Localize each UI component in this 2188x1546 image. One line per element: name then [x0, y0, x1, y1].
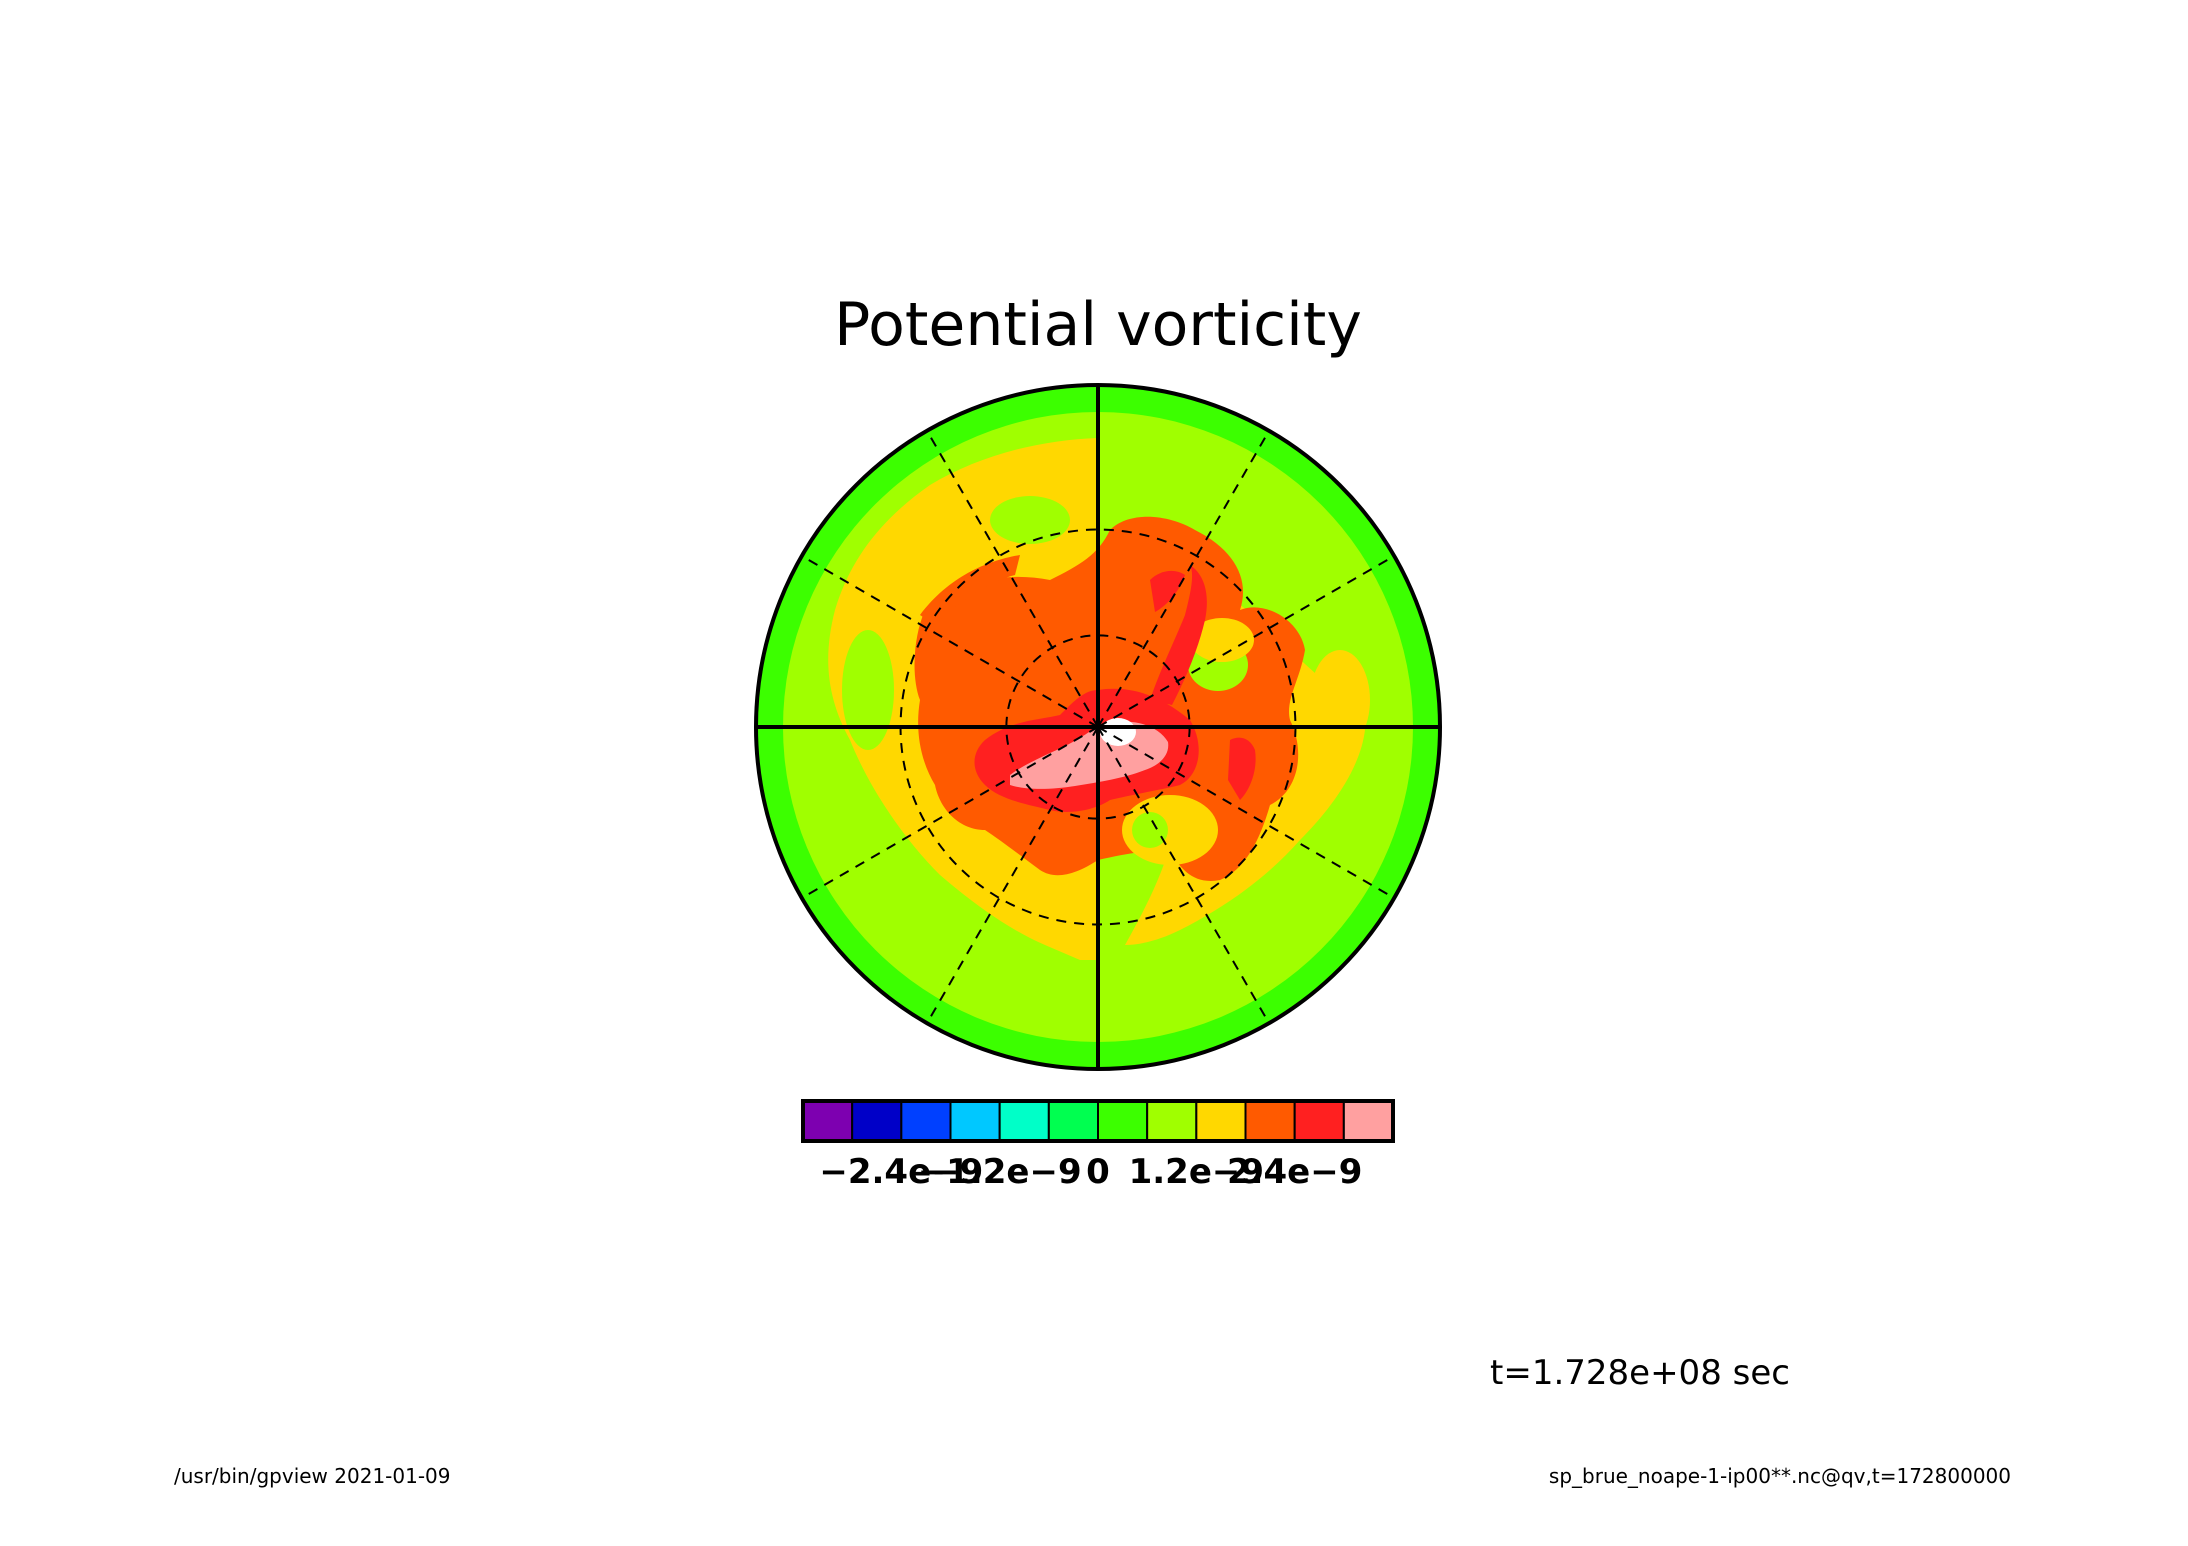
- pv-region-green-far-left: [842, 630, 894, 750]
- pv-region-orange-upper-arm: [1110, 520, 1210, 570]
- chart-title: Potential vorticity: [834, 290, 1362, 360]
- colorbar-ticks: −2.4e−9−1.2e−9 0 1.2e−92.4e−9: [819, 1152, 1362, 1192]
- colorbar-box-11: [1342, 1100, 1395, 1142]
- colorbar: [801, 1099, 1395, 1143]
- colorbar-frame: [801, 1099, 1395, 1143]
- footer-left: /usr/bin/gpview 2021-01-09: [174, 1464, 451, 1488]
- colorbar-box-9: [1244, 1100, 1296, 1142]
- footer-right: sp_brue_noape-1-ip00**.nc@qv,t=172800000: [1549, 1464, 2011, 1488]
- colorbar-box-0: [802, 1100, 854, 1142]
- meridian-dashed-240: [801, 726, 1099, 899]
- meridian-dashed-150: [1097, 726, 1270, 1024]
- colorbar-tick-label-1: −1.2e−9: [918, 1152, 1082, 1192]
- time-label: t=1.728e+08 sec: [1490, 1353, 1790, 1393]
- disk-boundary: [754, 383, 1442, 1071]
- grid-lines: [754, 383, 1442, 1071]
- colorbar-tick-label-0: −2.4e−9: [819, 1152, 983, 1192]
- meridian-dashed-210: [926, 726, 1099, 1024]
- meridian-dashed-60: [1097, 555, 1395, 728]
- colorbar-tick-label-4: 2.4e−9: [1227, 1152, 1362, 1192]
- pv-region-yellow-east-patch: [1310, 650, 1370, 750]
- pv-region-yellow-northeast-cell: [1190, 618, 1254, 662]
- colorbar-box-8: [1195, 1100, 1247, 1142]
- colorbar-tick-label-2: 0: [1086, 1152, 1110, 1192]
- latitude-circle-60: [1005, 634, 1191, 820]
- latitude-circle-30: [899, 528, 1297, 926]
- meridian-dashed-120: [1097, 726, 1395, 899]
- colorbar-box-10: [1293, 1100, 1345, 1142]
- pv-region-red-right-arm: [1228, 737, 1256, 800]
- colorbar-box-7: [1146, 1100, 1198, 1142]
- colorbar-box-1: [851, 1100, 903, 1142]
- meridian-dashed-300: [801, 555, 1099, 728]
- pv-region-green-south-cell: [1132, 812, 1168, 848]
- meridian-dashed-30: [1097, 430, 1270, 728]
- colorbar-box-3: [949, 1100, 1001, 1142]
- colorbar-box-4: [998, 1100, 1050, 1142]
- pv-region-red-upper-streamer: [1150, 570, 1185, 612]
- colorbar-tick-label-3: 1.2e−9: [1129, 1152, 1264, 1192]
- meridian-dashed-330: [926, 430, 1099, 728]
- colorbar-box-6: [1097, 1100, 1149, 1142]
- colorbar-box-2: [900, 1100, 952, 1142]
- pv-region-red-upper-arm: [1150, 565, 1207, 705]
- colorbar-box-5: [1047, 1100, 1100, 1142]
- pv-region-orange-top-streamer: [920, 555, 1020, 625]
- pv-region-green-upper-left: [990, 496, 1070, 544]
